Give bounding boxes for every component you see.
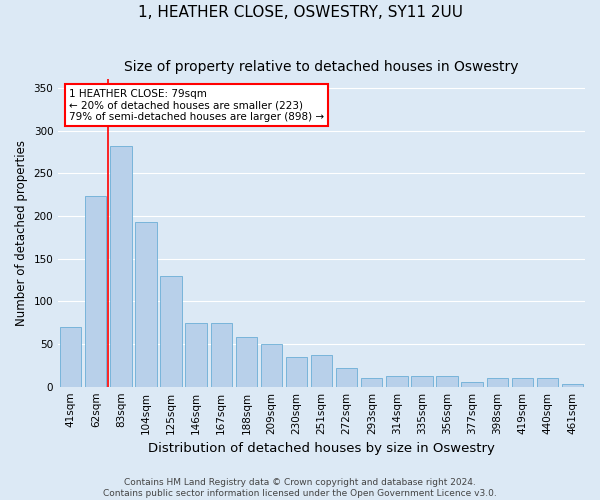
Bar — [185, 322, 207, 386]
Bar — [436, 376, 458, 386]
Bar — [537, 378, 558, 386]
Bar — [110, 146, 131, 386]
Bar — [411, 376, 433, 386]
Y-axis label: Number of detached properties: Number of detached properties — [15, 140, 28, 326]
Bar — [60, 327, 82, 386]
Text: Contains HM Land Registry data © Crown copyright and database right 2024.
Contai: Contains HM Land Registry data © Crown c… — [103, 478, 497, 498]
Bar — [85, 196, 106, 386]
Bar — [361, 378, 382, 386]
Bar — [562, 384, 583, 386]
Bar — [236, 337, 257, 386]
Bar — [336, 368, 358, 386]
Bar — [211, 322, 232, 386]
Bar — [461, 382, 483, 386]
Bar — [261, 344, 282, 387]
Text: 1, HEATHER CLOSE, OSWESTRY, SY11 2UU: 1, HEATHER CLOSE, OSWESTRY, SY11 2UU — [137, 5, 463, 20]
X-axis label: Distribution of detached houses by size in Oswestry: Distribution of detached houses by size … — [148, 442, 495, 455]
Title: Size of property relative to detached houses in Oswestry: Size of property relative to detached ho… — [124, 60, 519, 74]
Bar — [136, 222, 157, 386]
Bar — [487, 378, 508, 386]
Text: 1 HEATHER CLOSE: 79sqm
← 20% of detached houses are smaller (223)
79% of semi-de: 1 HEATHER CLOSE: 79sqm ← 20% of detached… — [69, 88, 324, 122]
Bar — [286, 357, 307, 386]
Bar — [311, 355, 332, 386]
Bar — [512, 378, 533, 386]
Bar — [386, 376, 407, 386]
Bar — [160, 276, 182, 386]
